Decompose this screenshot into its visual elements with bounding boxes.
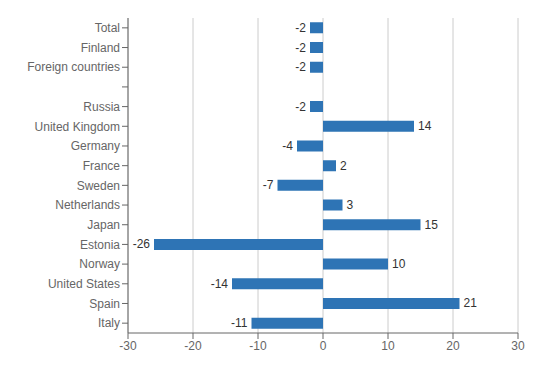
svg-text:Estonia: Estonia: [80, 238, 120, 252]
svg-text:Netherlands: Netherlands: [55, 198, 120, 212]
svg-text:-7: -7: [263, 178, 274, 192]
svg-text:30: 30: [511, 339, 525, 353]
svg-text:-20: -20: [184, 339, 202, 353]
svg-text:-11: -11: [231, 316, 248, 330]
svg-text:10: 10: [381, 339, 395, 353]
svg-text:21: 21: [464, 296, 478, 310]
svg-text:Japan: Japan: [87, 218, 120, 232]
svg-text:14: 14: [418, 119, 432, 133]
svg-text:Foreign countries: Foreign countries: [27, 60, 120, 74]
svg-text:Spain: Spain: [89, 297, 120, 311]
svg-text:-14: -14: [211, 277, 229, 291]
svg-text:Germany: Germany: [71, 139, 120, 153]
svg-text:Total: Total: [95, 21, 120, 35]
svg-text:Norway: Norway: [79, 257, 120, 271]
svg-text:Russia: Russia: [83, 100, 120, 114]
svg-text:Finland: Finland: [81, 41, 120, 55]
svg-text:-10: -10: [249, 339, 267, 353]
svg-text:15: 15: [425, 218, 439, 232]
svg-text:-26: -26: [133, 237, 151, 251]
svg-text:-2: -2: [295, 41, 306, 55]
svg-text:-2: -2: [295, 60, 306, 74]
svg-text:France: France: [83, 159, 121, 173]
svg-text:-30: -30: [119, 339, 137, 353]
svg-text:Italy: Italy: [98, 316, 120, 330]
svg-text:United States: United States: [48, 277, 120, 291]
svg-text:United Kingdom: United Kingdom: [35, 120, 120, 134]
svg-text:-4: -4: [282, 139, 293, 153]
svg-text:-2: -2: [295, 21, 306, 35]
svg-text:Sweden: Sweden: [77, 179, 120, 193]
svg-text:2: 2: [340, 159, 347, 173]
svg-text:0: 0: [320, 339, 327, 353]
svg-text:3: 3: [347, 198, 354, 212]
svg-text:20: 20: [446, 339, 460, 353]
svg-text:-2: -2: [295, 100, 306, 114]
svg-text:10: 10: [392, 257, 406, 271]
